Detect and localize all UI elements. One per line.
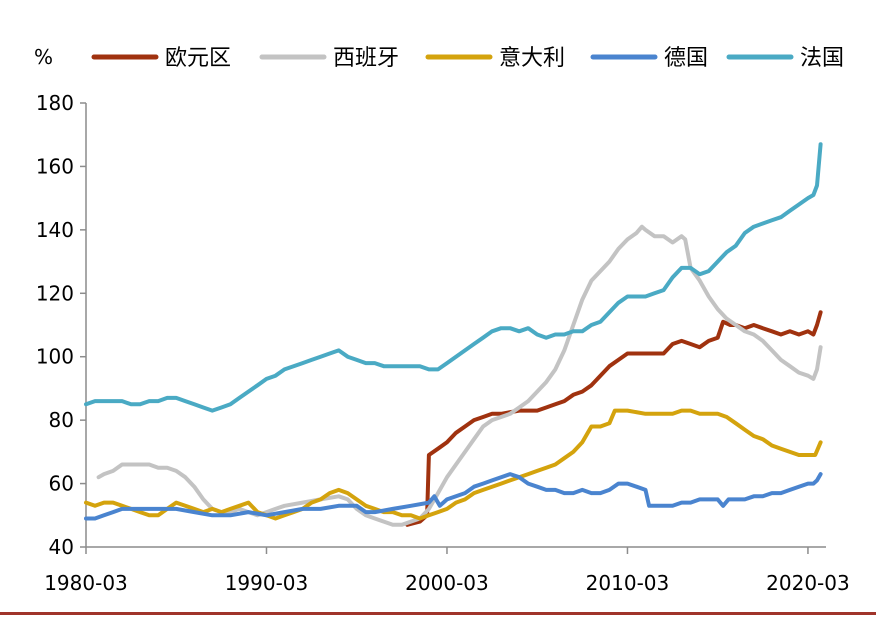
y-tick-label: 80 xyxy=(49,408,74,432)
y-unit-label: % xyxy=(34,45,53,69)
legend-label: 西班牙 xyxy=(333,46,399,71)
y-tick-label: 140 xyxy=(36,218,74,242)
plot-lines xyxy=(84,142,823,527)
y-tick-label: 40 xyxy=(49,535,74,559)
legend-label: 欧元区 xyxy=(165,46,231,71)
legend: 欧元区 西班牙 意大利 德国 法国 xyxy=(91,46,844,71)
y-tick-label: 60 xyxy=(49,472,74,496)
y-tick-label: 180 xyxy=(36,91,74,115)
series-line xyxy=(405,310,823,527)
series-line xyxy=(96,224,823,527)
x-tick-label: 2010-03 xyxy=(586,571,670,595)
y-axis: 40 60 80 100 120 140 160 180 xyxy=(36,91,87,559)
x-tick-label: 1990-03 xyxy=(225,571,309,595)
x-tick-label: 2000-03 xyxy=(405,571,489,595)
series-line xyxy=(84,142,823,413)
bottom-divider xyxy=(0,612,876,615)
series-line xyxy=(84,408,823,521)
legend-label: 意大利 xyxy=(499,46,565,71)
y-tick-label: 120 xyxy=(36,281,74,305)
y-tick-label: 160 xyxy=(36,154,74,178)
x-tick-label: 2020-03 xyxy=(766,571,850,595)
legend-label: 法国 xyxy=(800,46,844,71)
x-axis: 1980-03 1990-03 2000-03 2010-03 2020-03 xyxy=(44,546,850,595)
series-line xyxy=(84,472,823,521)
legend-label: 德国 xyxy=(664,46,708,71)
x-tick-label: 1980-03 xyxy=(44,571,128,595)
y-tick-label: 100 xyxy=(36,345,74,369)
